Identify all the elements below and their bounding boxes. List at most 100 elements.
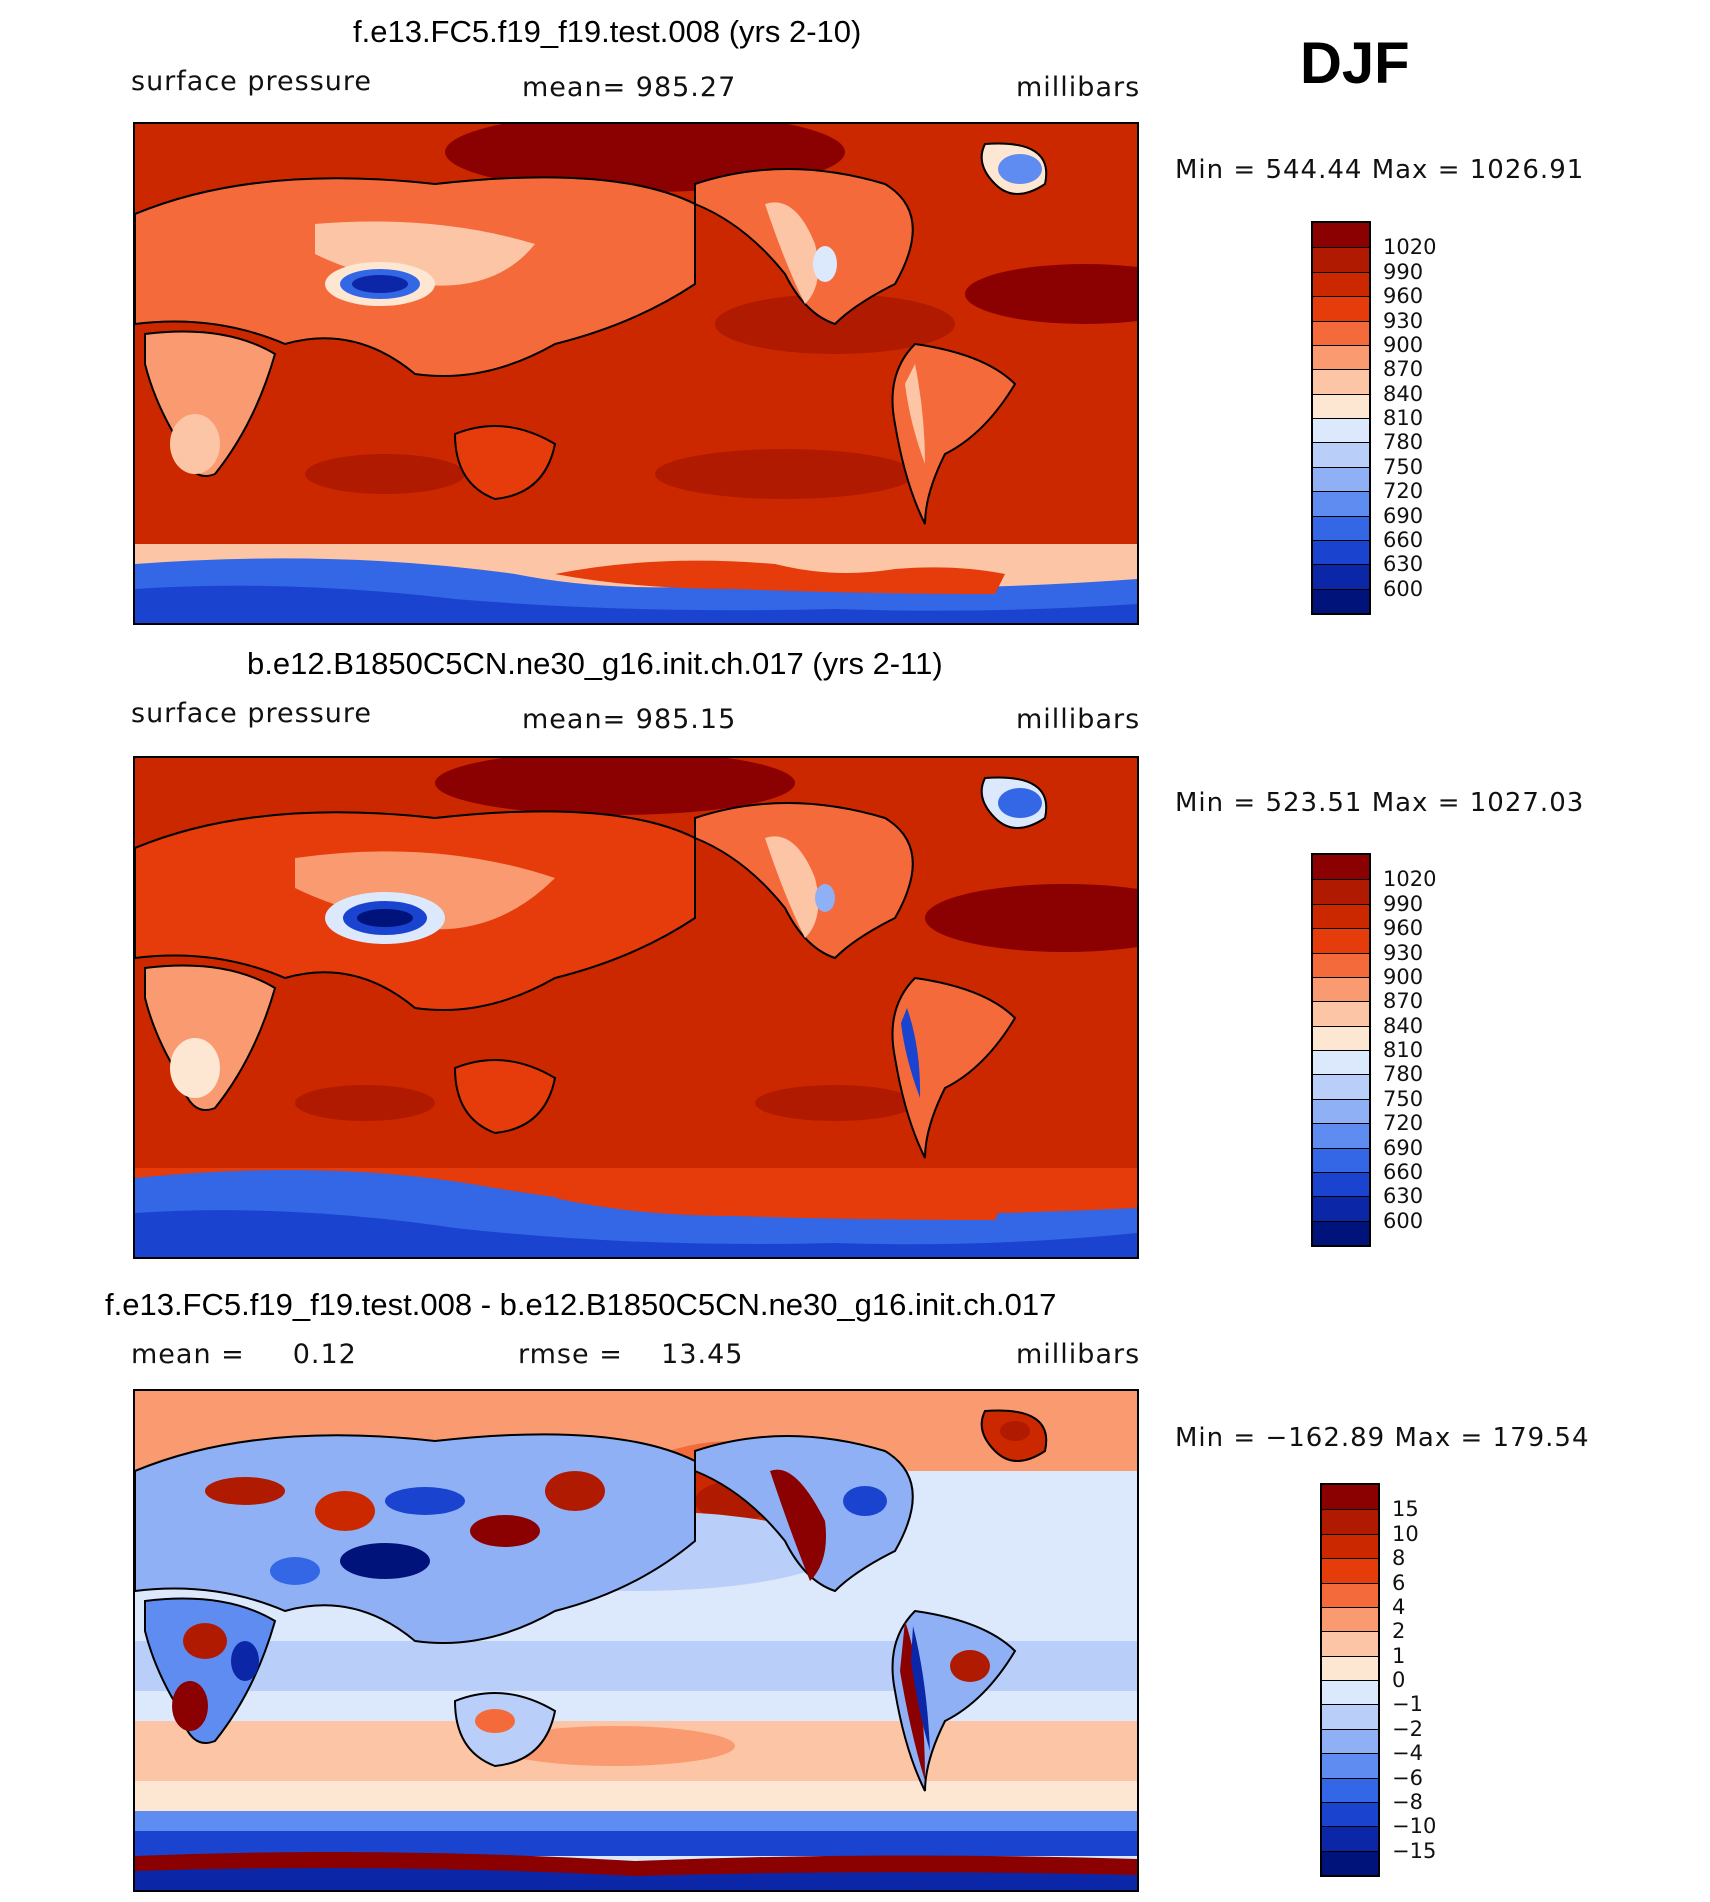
colorbar-swatch [1313, 466, 1369, 492]
colorbar-tick-label: 870 [1383, 989, 1424, 1014]
colorbar-tick-label: −10 [1392, 1814, 1437, 1839]
colorbar-swatch [1313, 393, 1369, 418]
colorbar-swatch [1322, 1631, 1378, 1656]
colorbar-swatch [1322, 1777, 1378, 1802]
colorbar-swatch [1313, 515, 1369, 540]
colorbar-swatch [1313, 903, 1369, 929]
colorbar-swatch [1322, 1533, 1378, 1559]
panel-2-title: b.e12.B1850C5CN.ne30_g16.init.ch.017 (yr… [247, 646, 943, 681]
colorbar-swatch [1322, 1558, 1378, 1583]
panel-3-map [133, 1389, 1139, 1892]
colorbar-tick-label: 900 [1383, 964, 1424, 989]
colorbar-swatch [1313, 223, 1369, 248]
colorbar-tick-label: 15 [1392, 1497, 1419, 1522]
colorbar-tick-label: 8 [1392, 1546, 1406, 1571]
colorbar-swatch [1322, 1655, 1378, 1680]
colorbar-tick-label: 930 [1383, 940, 1424, 965]
colorbar-swatch [1313, 1001, 1369, 1026]
colorbar-tick-label: 4 [1392, 1594, 1406, 1619]
colorbar-swatch [1313, 369, 1369, 394]
panel-1-map-plot [135, 124, 1137, 623]
colorbar-tick-label: 6 [1392, 1570, 1406, 1595]
colorbar-swatch [1313, 1220, 1369, 1245]
panel-3-units-label: millibars [1016, 1339, 1141, 1370]
colorbar-tick-label: 870 [1383, 357, 1424, 382]
colorbar-tick-label: −2 [1392, 1716, 1423, 1741]
panel-3-minmax: Min = −162.89 Max = 179.54 [1175, 1423, 1590, 1453]
colorbar-swatch [1322, 1801, 1378, 1827]
colorbar-tick-label: 660 [1383, 527, 1424, 552]
colorbar-tick-label: 840 [1383, 381, 1424, 406]
panel-2-map-plot [135, 758, 1137, 1257]
colorbar-swatch [1313, 564, 1369, 589]
colorbar-tick-label: 930 [1383, 308, 1424, 333]
colorbar-swatch [1313, 879, 1369, 904]
colorbar-swatch [1322, 1826, 1378, 1851]
panel-1-variable-label: surface pressure [131, 66, 372, 97]
colorbar-swatch [1313, 1123, 1369, 1148]
colorbar-tick-label: 630 [1383, 552, 1424, 577]
panel-1-minmax: Min = 544.44 Max = 1026.91 [1175, 155, 1585, 185]
colorbar-tick-label: 2 [1392, 1619, 1406, 1644]
colorbar-swatch [1313, 952, 1369, 977]
colorbar-swatch [1322, 1509, 1378, 1534]
colorbar-tick-label: 990 [1383, 259, 1424, 284]
colorbar-swatch [1313, 491, 1369, 516]
colorbar-tick-label: 810 [1383, 406, 1424, 430]
panel-2-minmax: Min = 523.51 Max = 1027.03 [1175, 788, 1585, 818]
panel-1-units-label: millibars [1016, 72, 1141, 103]
colorbar-swatch [1313, 418, 1369, 443]
colorbar-swatch [1313, 1025, 1369, 1050]
colorbar-tick-label: 840 [1383, 1013, 1424, 1038]
colorbar-tick-label: 10 [1392, 1521, 1419, 1546]
colorbar-tick-label: 780 [1383, 430, 1424, 455]
panel-1-map [133, 122, 1139, 625]
colorbar-swatch [1313, 271, 1369, 297]
panel-1-title: f.e13.FC5.f19_f19.test.008 (yrs 2-10) [353, 14, 862, 49]
colorbar-tick-label: 660 [1383, 1159, 1424, 1184]
colorbar-swatch [1313, 344, 1369, 370]
colorbar-tick-label: 600 [1383, 576, 1424, 601]
colorbar-tick-label: 990 [1383, 891, 1424, 916]
colorbar-swatch [1313, 539, 1369, 565]
colorbar-swatch [1313, 1050, 1369, 1075]
colorbar-tick-label: 750 [1383, 454, 1424, 479]
colorbar-tick-label: 780 [1383, 1062, 1424, 1087]
colorbar-swatch [1322, 1753, 1378, 1778]
colorbar-swatch [1313, 1074, 1369, 1099]
panel-3-rmse-label: rmse = 13.45 [518, 1339, 744, 1370]
colorbar-swatch [1313, 1147, 1369, 1172]
colorbar-swatch [1313, 976, 1369, 1002]
panel-3-colorbar [1320, 1483, 1380, 1877]
colorbar-swatch [1322, 1680, 1378, 1705]
panel-2-units-label: millibars [1016, 704, 1141, 735]
colorbar-swatch [1313, 247, 1369, 272]
panel-2-variable-label: surface pressure [131, 698, 372, 729]
colorbar-swatch [1313, 442, 1369, 467]
colorbar-tick-label: 960 [1383, 284, 1424, 309]
colorbar-swatch [1322, 1850, 1378, 1875]
colorbar-tick-label: 900 [1383, 332, 1424, 357]
panel-3-map-plot [135, 1391, 1137, 1890]
colorbar-tick-label: 600 [1383, 1208, 1424, 1233]
colorbar-swatch [1322, 1582, 1378, 1607]
colorbar-tick-label: 690 [1383, 1135, 1424, 1160]
panel-3-mean-label: mean = 0.12 [131, 1339, 357, 1370]
colorbar-swatch [1322, 1728, 1378, 1754]
colorbar-swatch [1313, 855, 1369, 880]
colorbar-tick-label: 630 [1383, 1184, 1424, 1209]
colorbar-tick-label: 1020 [1383, 867, 1437, 892]
colorbar-swatch [1313, 928, 1369, 953]
panel-2-map [133, 756, 1139, 1259]
colorbar-swatch [1322, 1606, 1378, 1632]
colorbar-tick-label: −6 [1392, 1765, 1423, 1790]
colorbar-tick-label: 690 [1383, 503, 1424, 528]
colorbar-tick-label: −15 [1392, 1838, 1437, 1863]
colorbar-tick-label: −1 [1392, 1692, 1423, 1717]
colorbar-swatch [1313, 588, 1369, 613]
colorbar-tick-label: 720 [1383, 1111, 1424, 1136]
colorbar-swatch [1322, 1485, 1378, 1510]
colorbar-swatch [1313, 320, 1369, 345]
season-label: DJF [1300, 31, 1410, 96]
panel-1-colorbar [1311, 221, 1371, 615]
